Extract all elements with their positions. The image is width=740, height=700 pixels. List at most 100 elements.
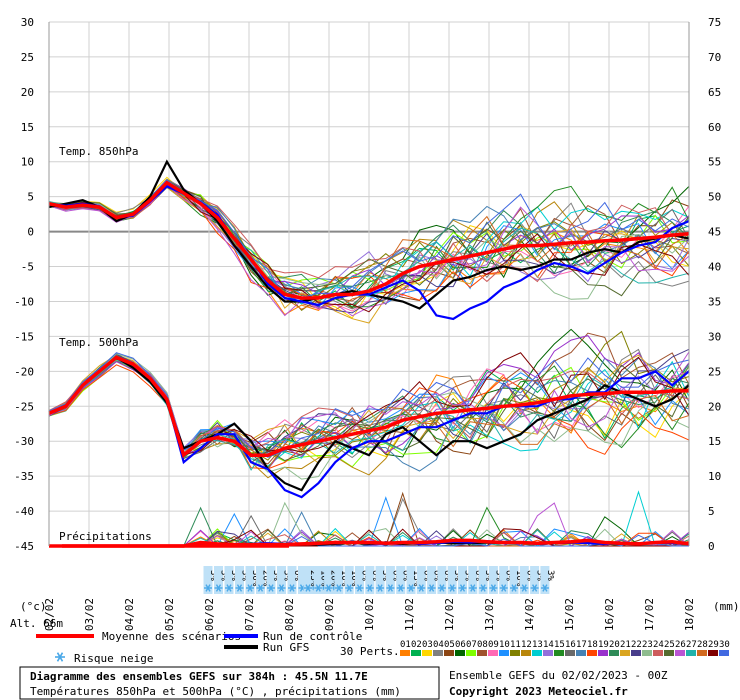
altitude-label: Alt. 66m [10, 617, 63, 630]
member-swatch [433, 650, 443, 656]
member-swatch [631, 650, 641, 656]
snowflake-icon [540, 584, 549, 592]
snowflake-icon [214, 584, 223, 592]
member-code: 28 [697, 640, 708, 650]
snow-risk-label: 10% [514, 570, 524, 587]
snow-risk-cell [319, 566, 328, 594]
x-tick-label: 13/02 [483, 598, 496, 631]
member-swatch [664, 650, 674, 656]
snowflake-icon [510, 584, 518, 592]
snowflake-icon [288, 584, 296, 592]
member-swatch [554, 650, 564, 656]
member-swatch [675, 650, 685, 656]
snowflake-icon [355, 584, 364, 592]
snow-risk-label: 6% [292, 570, 302, 581]
left-tick-label: 15 [21, 121, 34, 134]
x-tick-label: 12/02 [443, 598, 456, 631]
x-tick-label: 09/02 [323, 598, 336, 631]
member-swatch [642, 650, 652, 656]
member-count-label: 30 Perts. [340, 645, 400, 658]
member-code: 08 [477, 640, 488, 650]
snow-risk-label: 3% [545, 570, 555, 581]
right-axis-unit: (mm) [713, 600, 740, 613]
snow-risk-cell [406, 566, 416, 594]
snow-risk-label: 3% [535, 570, 545, 581]
snowflake-stroke [315, 584, 321, 592]
member-swatch [521, 650, 531, 656]
snow-risk-label: 6% [421, 570, 431, 581]
member-swatch [488, 650, 498, 656]
right-tick-label: 75 [708, 16, 721, 29]
snow-risk-cell [334, 566, 344, 594]
snow-risk-cell [266, 566, 276, 594]
member-code: 23 [642, 640, 653, 650]
snow-risk-label: 10% [349, 570, 359, 587]
snow-risk-cell [329, 566, 339, 594]
snow-risk-label: 3% [271, 570, 281, 581]
snowflake-icon [324, 584, 333, 592]
left-tick-label: -30 [14, 435, 34, 448]
member-code: 11 [510, 640, 521, 650]
snow-risk-label: 6% [401, 570, 411, 581]
right-tick-label: 60 [708, 121, 721, 134]
member-swatch [444, 650, 454, 656]
member-code: 06 [455, 640, 466, 650]
member-swatch [510, 650, 520, 656]
snow-risk-label: 3% [208, 570, 218, 581]
snow-risk-cell [277, 566, 286, 594]
snow-risk-cell [416, 566, 426, 594]
x-tick-label: 10/02 [363, 598, 376, 631]
snowflake-stroke [542, 584, 548, 592]
member-code: 14 [543, 640, 554, 650]
member-code: 12 [521, 640, 532, 650]
snow-risk-cell [203, 566, 213, 594]
member-code: 19 [598, 640, 609, 650]
left-tick-label: 30 [21, 16, 34, 29]
snow-risk-cell [256, 566, 265, 594]
snow-risk-cell [308, 566, 318, 594]
snowflake-stroke [398, 584, 404, 592]
panel-label-t500: Temp. 500hPa [59, 336, 138, 349]
legend-snow-label: Risque neige [74, 652, 153, 665]
snowflake-stroke [418, 584, 424, 592]
member-swatch [532, 650, 542, 656]
snowflake-icon [267, 584, 275, 592]
member-line-t500 [48, 352, 690, 458]
snowflake-icon [468, 584, 477, 592]
snowflake-stroke [356, 584, 363, 592]
member-swatch [708, 650, 718, 656]
right-tick-label: 0 [708, 540, 715, 553]
right-tick-label: 70 [708, 51, 721, 64]
snowflake-stroke [367, 584, 373, 592]
member-swatch [686, 650, 696, 656]
snow-risk-cell [437, 566, 447, 594]
x-tick-label: 11/02 [403, 598, 416, 631]
member-swatch [719, 650, 729, 656]
snow-risk-cell [365, 566, 375, 594]
snowflake-stroke [449, 584, 455, 592]
member-code: 22 [631, 640, 642, 650]
member-code: 24 [653, 640, 664, 650]
snowflake-icon [407, 584, 415, 592]
legend-gfs-label: Run GFS [263, 641, 309, 654]
right-tick-label: 40 [708, 261, 721, 274]
x-tick-label: 15/02 [563, 598, 576, 631]
member-line-t500 [48, 364, 690, 470]
snowflake-icon [417, 584, 426, 592]
snowflake-stroke [215, 584, 222, 592]
member-swatch [422, 650, 432, 656]
right-tick-label: 20 [708, 400, 721, 413]
member-code: 29 [708, 640, 719, 650]
snowflake-stroke [236, 584, 243, 592]
snow-risk-label: 6% [370, 570, 380, 581]
member-swatch [620, 650, 630, 656]
x-tick-label: 06/02 [203, 598, 216, 631]
left-tick-label: -20 [14, 365, 34, 378]
snow-risk-cell [458, 566, 467, 594]
snowflake-icon [277, 584, 286, 592]
snow-risk-label: 10% [318, 570, 328, 587]
right-tick-label: 25 [708, 365, 721, 378]
snow-risk-label: 3% [219, 570, 229, 581]
